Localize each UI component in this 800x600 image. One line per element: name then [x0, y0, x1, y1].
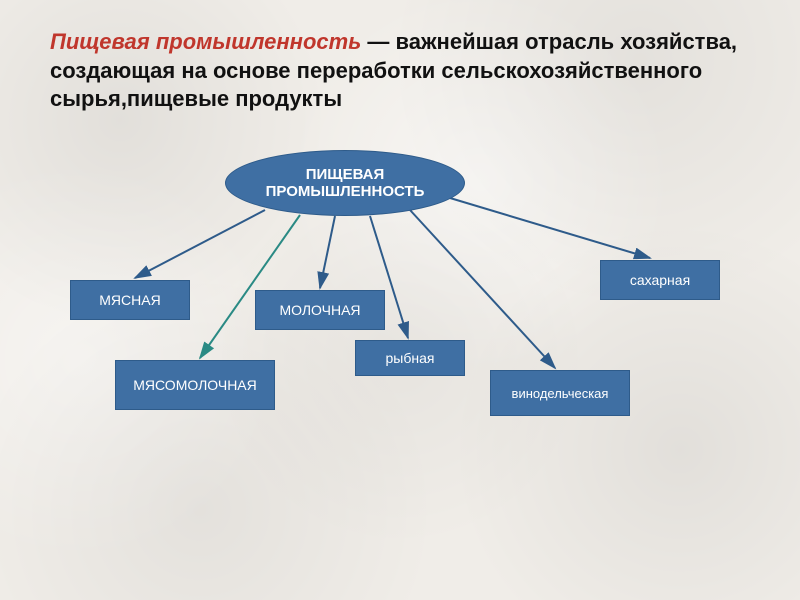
- slide-heading: Пищевая промышленность — важнейшая отрас…: [50, 28, 750, 114]
- heading-term: Пищевая промышленность: [50, 29, 361, 54]
- diagram-node-label: МЯСНАЯ: [99, 292, 160, 308]
- diagram-node-wine: винодельческая: [490, 370, 630, 416]
- diagram-node-sugar: сахарная: [600, 260, 720, 300]
- diagram-node-label: сахарная: [630, 272, 690, 288]
- diagram-node-meatmilk: МЯСОМОЛОЧНАЯ: [115, 360, 275, 410]
- arrow-to-sugar: [440, 195, 650, 258]
- diagram-root-label: ПИЩЕВАЯ ПРОМЫШЛЕННОСТЬ: [236, 166, 454, 201]
- arrow-to-meat: [135, 210, 265, 278]
- diagram-node-fish: рыбная: [355, 340, 465, 376]
- diagram-node-meat: МЯСНАЯ: [70, 280, 190, 320]
- diagram-root: ПИЩЕВАЯ ПРОМЫШЛЕННОСТЬ: [225, 150, 465, 216]
- slide: Пищевая промышленность — важнейшая отрас…: [0, 0, 800, 600]
- diagram-node-label: рыбная: [386, 350, 435, 366]
- diagram-node-milk: МОЛОЧНАЯ: [255, 290, 385, 330]
- arrow-to-meatmilk: [200, 215, 300, 358]
- diagram-node-label: МЯСОМОЛОЧНАЯ: [133, 377, 257, 393]
- arrow-to-milk: [320, 216, 335, 288]
- diagram-node-label: винодельческая: [512, 386, 609, 401]
- diagram-node-label: МОЛОЧНАЯ: [279, 302, 360, 318]
